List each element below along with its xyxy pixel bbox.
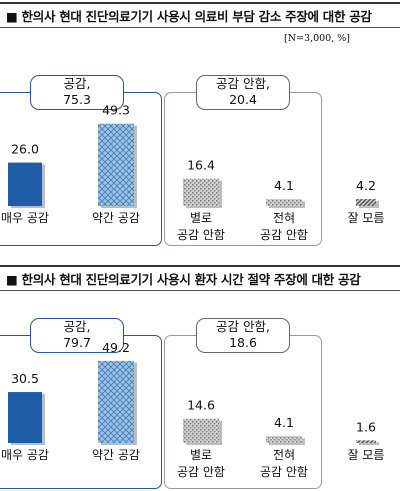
category-label: 매우 공감 <box>1 448 49 462</box>
chart-title: ■ 한의사 현대 진단의료기기 사용시 의료비 부담 감소 주장에 대한 공감 <box>6 9 372 24</box>
category-label: 전혀 <box>273 448 295 462</box>
bar <box>98 123 134 206</box>
disagree-total-value: 18.6 <box>229 335 257 350</box>
bar-value-label: 4.1 <box>274 415 294 430</box>
bar-value-label: 1.6 <box>356 419 376 434</box>
agree-total-callout: 공감, 79.7 <box>30 318 124 353</box>
category-label: 공감 안함 <box>177 228 225 242</box>
chart-title: ■ 한의사 현대 진단의료기기 사용시 환자 시간 절약 주장에 대한 공감 <box>6 272 361 287</box>
disagree-total-callout: 공감 안함, 20.4 <box>196 75 290 110</box>
category-label: 약간 공감 <box>92 447 140 462</box>
bar <box>183 178 219 206</box>
bar <box>8 392 42 443</box>
bar <box>8 162 42 206</box>
category-label: 공감 안함 <box>260 465 308 479</box>
bar <box>266 199 302 206</box>
category-label: 잘 모름 <box>348 448 385 462</box>
category-label: 잘 모름 <box>348 211 385 225</box>
agree-total-label: 공감, <box>63 319 91 334</box>
category-label: 별로 <box>190 448 212 462</box>
category-label: 별로 <box>190 211 212 225</box>
sample-note: [N=3,000, %] <box>284 33 350 44</box>
disagree-total-label: 공감 안함, <box>216 319 270 334</box>
bar-value-label: 4.1 <box>274 178 294 193</box>
disagree-total-label: 공감 안함, <box>216 76 270 91</box>
disagree-total-value: 20.4 <box>229 92 257 107</box>
chart-title-bar: ■ 한의사 현대 진단의료기기 사용시 의료비 부담 감소 주장에 대한 공감 <box>0 2 400 28</box>
agree-total-value: 75.3 <box>63 92 91 107</box>
bar-value-label: 49.3 <box>102 103 130 118</box>
category-label: 전혀 <box>273 211 295 225</box>
bar-value-label: 4.2 <box>356 178 376 193</box>
category-label: 매우 공감 <box>1 211 49 225</box>
chart-panel-1: ■ 한의사 현대 진단의료기기 사용시 의료비 부담 감소 주장에 대한 공감 … <box>0 2 400 246</box>
bar-shadow <box>359 442 379 445</box>
bar <box>98 360 134 443</box>
agree-total-label: 공감, <box>63 76 91 91</box>
category-label: 공감 안함 <box>260 228 308 242</box>
bar <box>266 436 302 443</box>
category-label: 공감 안함 <box>177 465 225 479</box>
chart-title-bar: ■ 한의사 현대 진단의료기기 사용시 환자 시간 절약 주장에 대한 공감 <box>0 265 400 291</box>
bar <box>356 440 376 443</box>
disagree-total-callout: 공감 안함, 18.6 <box>196 318 290 353</box>
bar <box>183 418 219 443</box>
agree-total-callout: 공감, 75.3 <box>30 75 124 110</box>
chart-panel-2: ■ 한의사 현대 진단의료기기 사용시 환자 시간 절약 주장에 대한 공감 공… <box>0 265 400 491</box>
bar-value-label: 26.0 <box>11 142 39 157</box>
bar <box>356 198 376 206</box>
bar-value-label: 30.5 <box>11 371 39 386</box>
agree-total-value: 79.7 <box>63 335 91 350</box>
bar-value-label: 14.6 <box>187 398 215 413</box>
category-label: 약간 공감 <box>92 210 140 225</box>
bar-value-label: 49.2 <box>102 340 130 355</box>
bar-value-label: 16.4 <box>187 158 215 173</box>
